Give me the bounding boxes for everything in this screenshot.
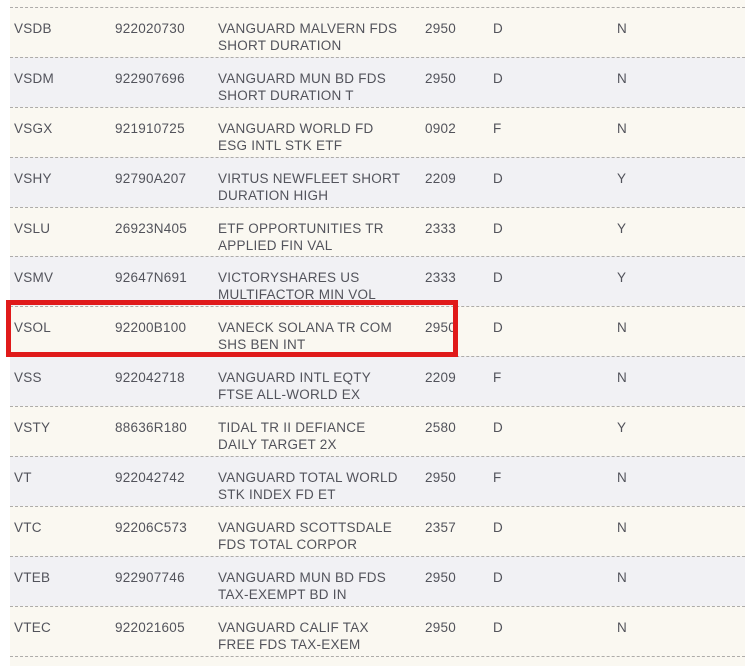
name-cell: VANGUARD TOTAL WORLD STK INDEX FD ET [218,470,398,503]
code-cell: 2209 [425,370,457,386]
table-row[interactable]: VSLU 26923N405 ETF OPPORTUNITIES TR APPL… [10,206,745,257]
flag-cell: D [493,220,503,236]
name-cell: VIRTUS NEWFLEET SHORT DURATION HIGH [218,170,401,203]
table-row[interactable]: VT 922042742 VANGUARD TOTAL WORLD STK IN… [10,456,745,506]
name-cell: VANGUARD WORLD FD ESG INTL STK ETF [218,120,374,153]
cusip-cell: 92790A207 [115,170,187,186]
name-cell: VANGUARD INTL EQTY FTSE ALL-WORLD EX [218,370,371,403]
code-cell: 2950 [425,470,457,486]
cusip-cell: 922042742 [115,470,185,486]
flag-cell: D [493,21,503,36]
code-cell: 2950 [425,70,457,86]
flag-cell: D [493,320,503,336]
name-cell: VANGUARD MALVERN FDS SHORT DURATION [218,21,398,53]
symbol-cell: VSLU [14,220,51,236]
cusip-cell: 922042718 [115,370,185,386]
indicator-cell: N [617,569,627,585]
cusip-cell: 88636R180 [115,420,188,436]
flag-cell: D [493,519,503,535]
table-top-edge [10,0,745,7]
code-cell: 2357 [425,519,457,535]
name-cell: TIDAL TR II DEFIANCE DAILY TARGET 2X [218,420,366,453]
symbol-cell: VSDM [14,70,55,86]
flag-cell: D [493,420,503,436]
table-row-highlighted[interactable]: VSOL 92200B100 VANECK SOLANA TR COM SHS … [10,306,745,357]
name-cell: VANGUARD MUN BD FDS TAX-EXEMPT BD IN [218,569,387,602]
symbol-cell: VSS [14,370,42,386]
flag-cell: D [493,569,503,585]
indicator-cell: N [617,320,627,336]
indicator-cell: N [617,70,627,86]
cusip-cell: 92200B100 [115,320,187,336]
table-row[interactable]: VSDB 922020730 VANGUARD MALVERN FDS SHOR… [10,7,745,57]
symbol-cell: VSHY [14,170,52,186]
indicator-cell: N [617,21,627,36]
indicator-cell: Y [617,220,627,236]
name-cell: VANECK SOLANA TR COM SHS BEN INT [218,320,393,353]
symbol-cell: VSGX [14,120,53,136]
indicator-cell: N [617,519,627,535]
cusip-cell: 92206C573 [115,519,188,535]
code-cell: 2209 [425,170,457,186]
indicator-cell: N [617,370,627,386]
table-row[interactable]: VSTY 88636R180 TIDAL TR II DEFIANCE DAIL… [10,406,745,457]
name-cell: ETF OPPORTUNITIES TR APPLIED FIN VAL [218,220,384,253]
name-cell: VANGUARD CALIF TAX FREE FDS TAX-EXEM [218,619,369,652]
name-cell: VANGUARD SCOTTSDALE FDS TOTAL CORPOR [218,519,393,552]
symbol-cell: VSMV [14,270,54,286]
symbol-cell: VTC [14,519,42,535]
table-row[interactable]: VSGX 921910725 VANGUARD WORLD FD ESG INT… [10,106,745,157]
code-cell: 2580 [425,420,457,436]
symbol-cell: VSOL [14,320,52,336]
indicator-cell: N [617,470,627,486]
table-row[interactable]: VTEC 922021605 VANGUARD CALIF TAX FREE F… [10,605,745,656]
flag-cell: D [493,270,503,286]
symbol-cell: VSTY [14,420,51,436]
name-cell: VICTORYSHARES US MULTIFACTOR MIN VOL [218,270,377,303]
code-cell: 0902 [425,120,457,136]
code-cell: 2333 [425,270,457,286]
code-cell: 2950 [425,320,457,336]
table-row[interactable]: VSDM 922907696 VANGUARD MUN BD FDS SHORT… [10,56,745,107]
indicator-cell: N [617,619,627,635]
table-row[interactable]: VSHY 92790A207 VIRTUS NEWFLEET SHORT DUR… [10,156,745,207]
flag-cell: D [493,70,503,86]
flag-cell: F [493,120,502,136]
flag-cell: D [493,170,503,186]
indicator-cell: Y [617,420,627,436]
table-row[interactable]: VTC 92206C573 VANGUARD SCOTTSDALE FDS TO… [10,505,745,556]
cusip-cell: 921910725 [115,120,185,136]
indicator-cell: N [617,120,627,136]
cusip-cell: 26923N405 [115,220,188,236]
symbol-cell: VT [14,470,32,486]
symbol-cell: VTEC [14,619,52,635]
cusip-cell: 92647N691 [115,270,188,286]
cusip-cell: 922020730 [115,21,185,36]
indicator-cell: Y [617,170,627,186]
code-cell: 2950 [425,21,457,36]
cusip-cell: 922907696 [115,70,185,86]
symbol-cell: VSDB [14,21,52,36]
table-row[interactable]: VTEB 922907746 VANGUARD MUN BD FDS TAX-E… [10,555,745,606]
cusip-cell: 922021605 [115,619,185,635]
table-row[interactable]: VSMV 92647N691 VICTORYSHARES US MULTIFAC… [10,256,745,307]
table-bottom-edge [10,655,745,666]
indicator-cell: Y [617,270,627,286]
table-row[interactable]: VSS 922042718 VANGUARD INTL EQTY FTSE AL… [10,356,745,407]
securities-table: VSDB 922020730 VANGUARD MALVERN FDS SHOR… [10,0,745,666]
code-cell: 2950 [425,619,457,635]
flag-cell: F [493,470,502,486]
code-cell: 2333 [425,220,457,236]
cusip-cell: 922907746 [115,569,185,585]
code-cell: 2950 [425,569,457,585]
flag-cell: F [493,370,502,386]
flag-cell: D [493,619,503,635]
symbol-cell: VTEB [14,569,51,585]
name-cell: VANGUARD MUN BD FDS SHORT DURATION T [218,70,387,103]
